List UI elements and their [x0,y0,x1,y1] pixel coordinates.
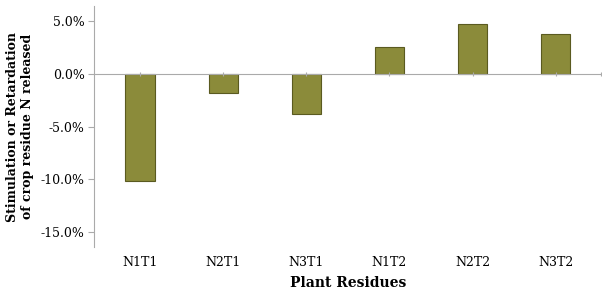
Bar [292,74,321,114]
Bar [209,74,238,93]
Y-axis label: Stimulation or Retardation
of crop residue N released: Stimulation or Retardation of crop resid… [5,31,33,221]
X-axis label: Plant Residues: Plant Residues [290,276,406,290]
Bar [541,34,570,74]
Bar [126,74,155,181]
Bar [458,25,487,74]
Bar [375,46,404,74]
